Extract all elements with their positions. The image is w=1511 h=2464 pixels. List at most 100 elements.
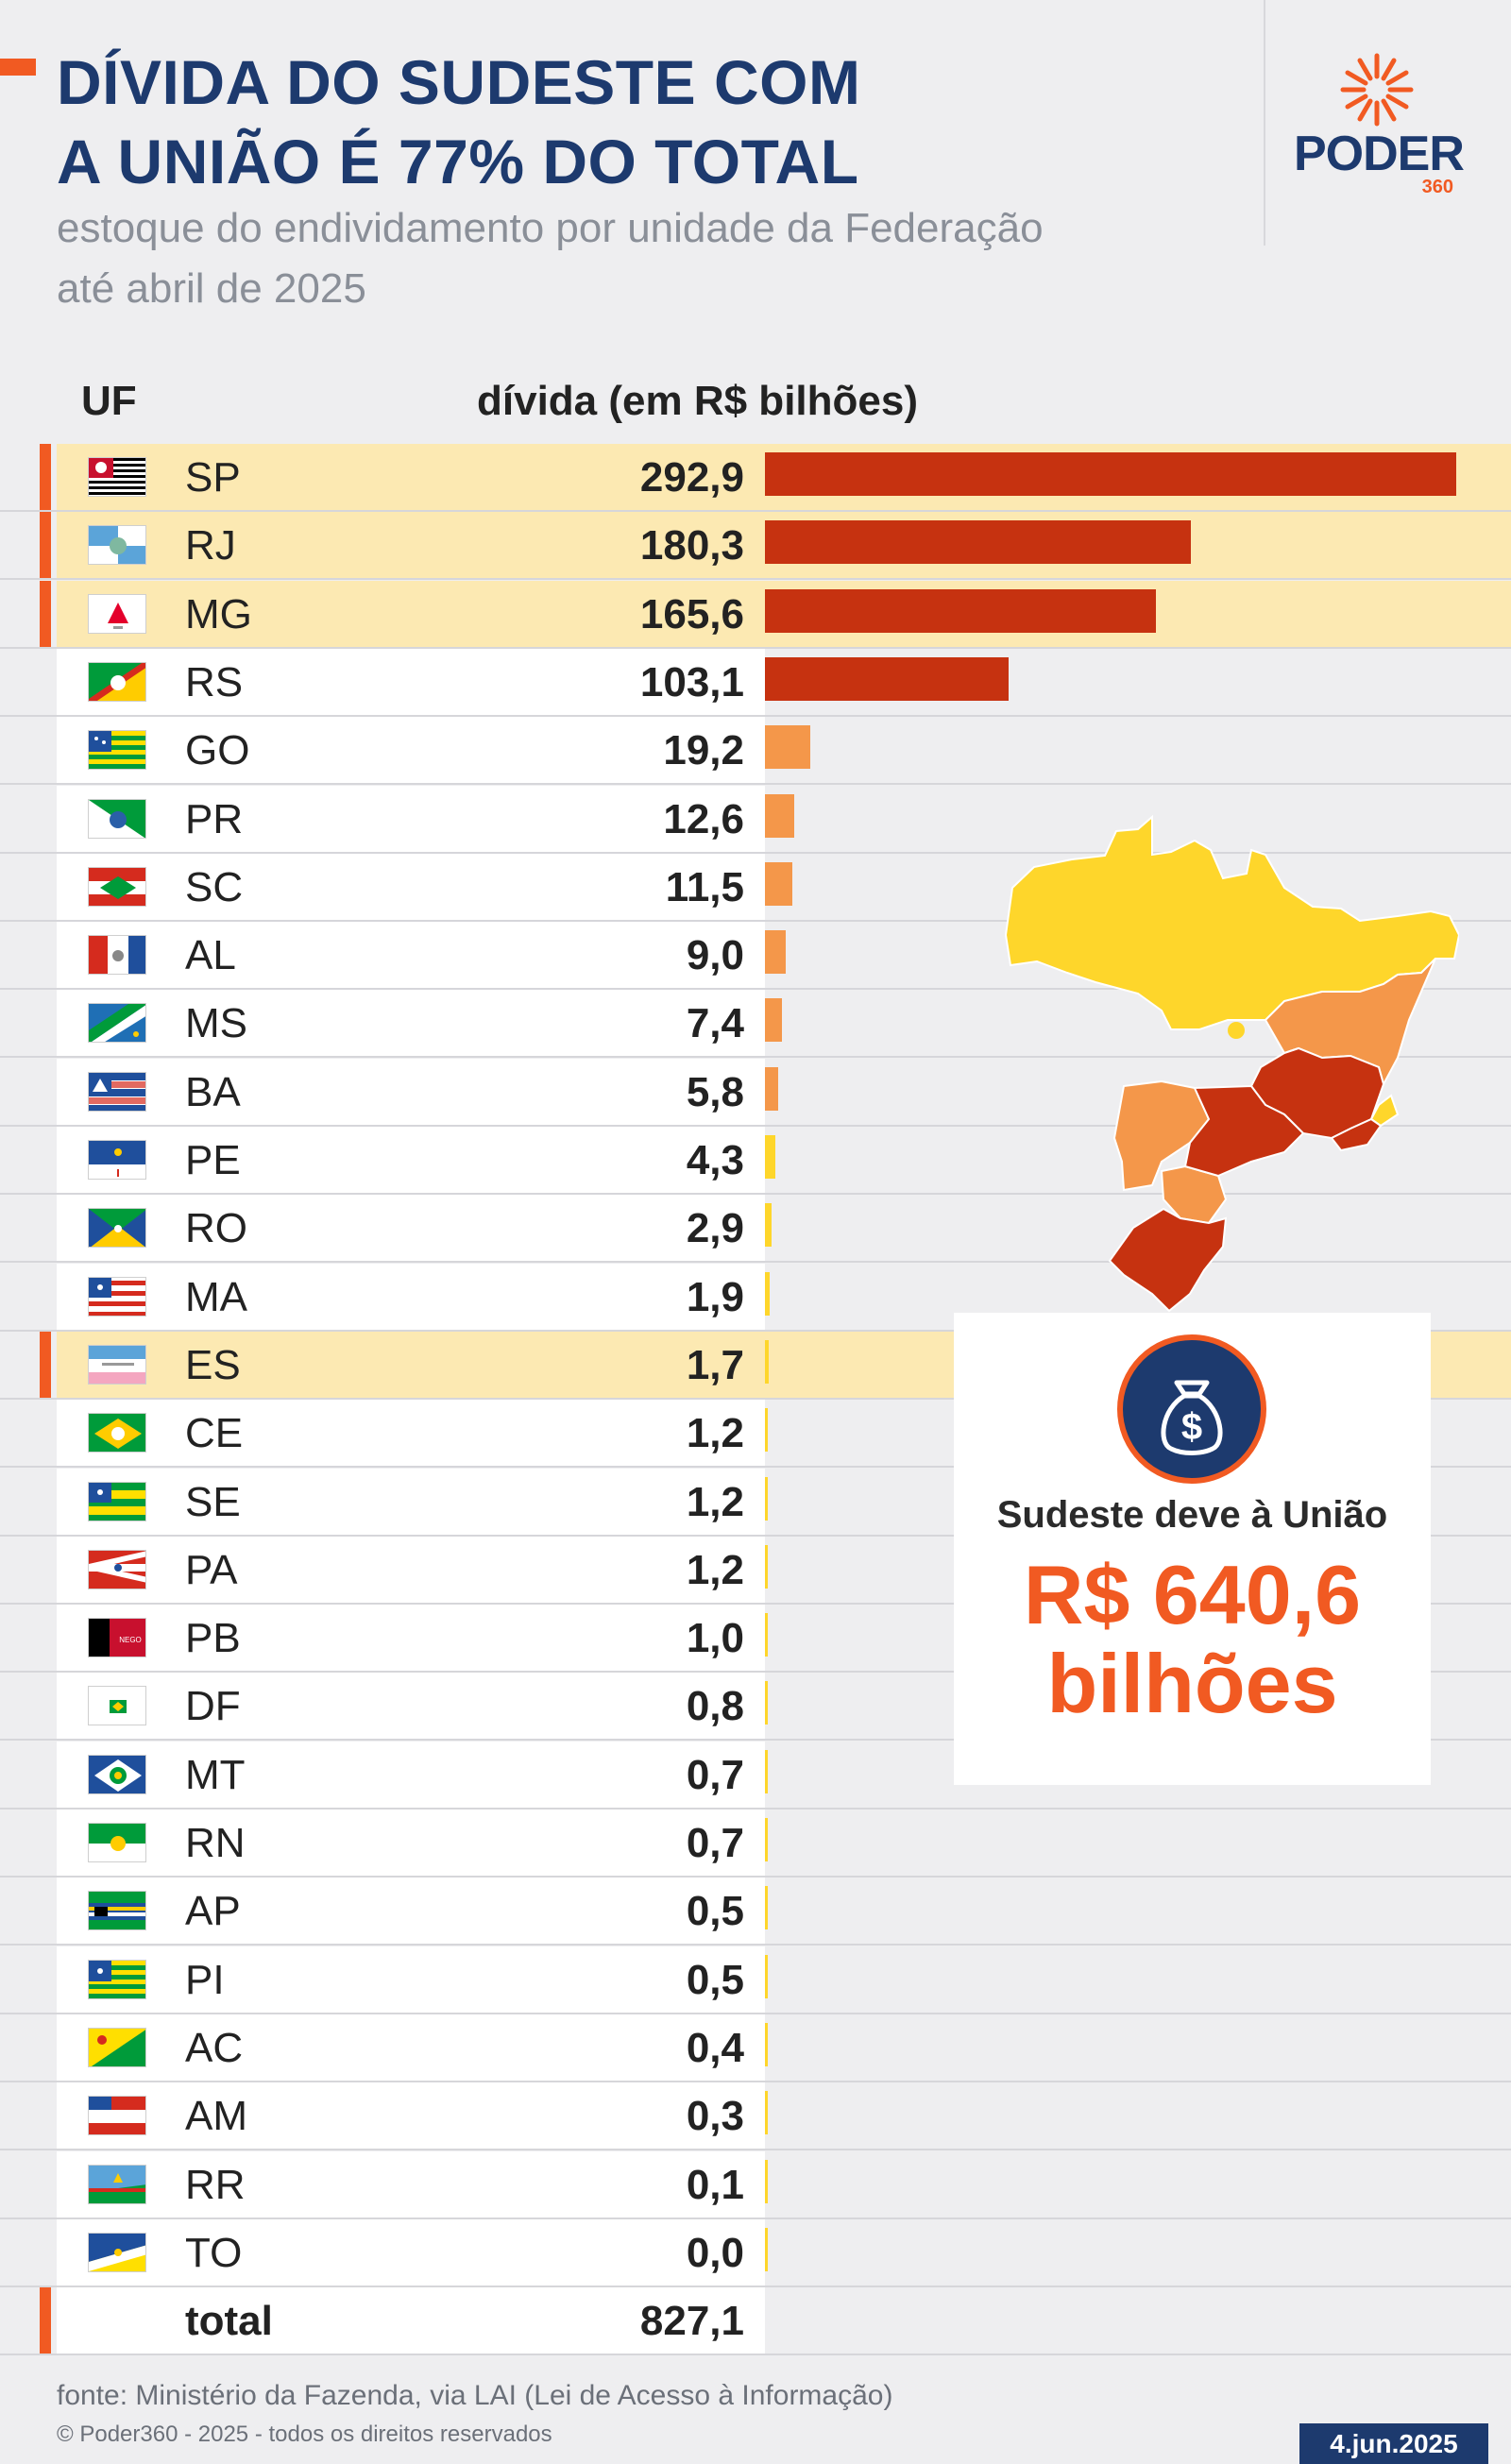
table-row: PE 4,3	[0, 1127, 1511, 1195]
bar-es	[765, 1339, 770, 1384]
data-label: 180,3	[639, 522, 744, 569]
bar-go	[765, 725, 810, 770]
row-divider	[0, 1534, 1511, 1537]
uf-label: AP	[185, 1888, 241, 1935]
row-background	[57, 922, 765, 991]
data-label: 0,7	[686, 1820, 744, 1866]
row-accent-mark	[40, 580, 51, 649]
total-row: total 827,1	[0, 2287, 1511, 2356]
bar-pe	[765, 1135, 775, 1179]
table-row: AC 0,4	[0, 2014, 1511, 2082]
sudeste-callout: $ Sudeste deve à União R$ 640,6 bilhões	[954, 1313, 1431, 1785]
flag-ce-icon	[88, 1413, 146, 1453]
row-accent-mark	[40, 512, 51, 581]
bar-am	[765, 2091, 768, 2135]
money-bag-icon: $	[1117, 1334, 1266, 1484]
copyright-note: © Poder360 - 2025 - todos os direitos re…	[57, 2422, 552, 2447]
logo-suffix: 360	[1421, 177, 1453, 197]
bar-pi	[765, 1954, 768, 1998]
row-background	[57, 1605, 765, 1674]
table-row: GO 19,2	[0, 717, 1511, 786]
row-divider	[0, 1876, 1511, 1878]
bar-to	[765, 2227, 768, 2271]
uf-label: SE	[185, 1478, 241, 1525]
row-background	[57, 1536, 765, 1605]
flag-rr-icon	[88, 2164, 146, 2204]
bar-mt	[765, 1749, 768, 1793]
flag-ac-icon	[88, 2027, 146, 2067]
bar-df	[765, 1681, 768, 1725]
uf-label: PR	[185, 795, 244, 842]
uf-label: PB	[185, 1615, 241, 1662]
data-label: 0,0	[686, 2229, 744, 2276]
uf-label: AC	[185, 2024, 244, 2071]
data-label: 0,8	[686, 1683, 744, 1730]
brazil-map	[1004, 814, 1459, 1313]
row-divider	[0, 2149, 1511, 2151]
row-divider	[0, 1329, 1511, 1332]
row-background	[57, 2014, 765, 2082]
flag-pr-icon	[88, 798, 146, 839]
bar-ro	[765, 1203, 772, 1248]
row-divider	[0, 1056, 1511, 1059]
bar-sp	[765, 452, 1456, 496]
map-region-high-rs	[1108, 1207, 1228, 1313]
flag-se-icon	[88, 1481, 146, 1521]
map-region-high-rj	[1330, 1117, 1383, 1152]
row-background	[57, 1263, 765, 1332]
row-divider	[0, 1602, 1511, 1605]
row-divider	[0, 2285, 1511, 2287]
uf-label: MA	[185, 1273, 247, 1320]
table-row: RO 2,9	[0, 1195, 1511, 1264]
table-row: NEGO PB 1,0	[0, 1605, 1511, 1674]
uf-label: CE	[185, 1410, 244, 1457]
row-divider	[0, 1739, 1511, 1742]
uf-label: SC	[185, 863, 244, 910]
bar-pr	[765, 793, 795, 838]
row-divider	[0, 2354, 1511, 2356]
table-row: SE 1,2	[0, 1468, 1511, 1537]
table-row: RR 0,1	[0, 2150, 1511, 2219]
uf-label: RN	[185, 1820, 246, 1866]
data-label: 1,2	[686, 1546, 744, 1593]
uf-label: PI	[185, 1956, 225, 2003]
logo-divider	[1264, 0, 1265, 246]
svg-text:$: $	[1181, 1406, 1202, 1448]
row-divider	[0, 2080, 1511, 2082]
data-label: 0,4	[686, 2024, 744, 2071]
column-header-value: dívida (em R$ bilhões)	[477, 378, 918, 424]
bar-sc	[765, 861, 792, 906]
bar-al	[765, 930, 787, 975]
uf-label: RO	[185, 1205, 247, 1252]
bar-ac	[765, 2022, 768, 2066]
table-row: PR 12,6	[0, 785, 1511, 854]
uf-label: MG	[185, 590, 252, 637]
bar-ap	[765, 1886, 768, 1930]
logo-wordmark: PODER	[1294, 127, 1465, 181]
table-row: MG 165,6	[0, 580, 1511, 649]
row-divider	[0, 1466, 1511, 1469]
table-row: RN 0,7	[0, 1810, 1511, 1878]
row-background	[57, 1468, 765, 1537]
flag-ap-icon	[88, 1891, 146, 1931]
data-label: 2,9	[686, 1205, 744, 1252]
table-row: AM 0,3	[0, 2082, 1511, 2151]
row-divider	[0, 1397, 1511, 1400]
flag-pi-icon	[88, 1959, 146, 1999]
row-divider	[0, 1124, 1511, 1127]
bar-pb	[765, 1613, 768, 1657]
data-label: 0,7	[686, 1751, 744, 1798]
row-divider	[0, 783, 1511, 786]
row-divider	[0, 646, 1511, 649]
flag-mg-icon	[88, 593, 146, 634]
flag-rn-icon	[88, 1823, 146, 1862]
uf-label: MT	[185, 1751, 246, 1798]
data-label: 0,1	[686, 2161, 744, 2208]
flag-df-icon	[88, 1686, 146, 1726]
map-region-mid-west	[1112, 1079, 1211, 1192]
data-label: 1,2	[686, 1478, 744, 1525]
bar-mg	[765, 588, 1156, 633]
flag-ba-icon	[88, 1071, 146, 1112]
row-background	[57, 1741, 765, 1810]
data-label: 12,6	[663, 795, 744, 842]
